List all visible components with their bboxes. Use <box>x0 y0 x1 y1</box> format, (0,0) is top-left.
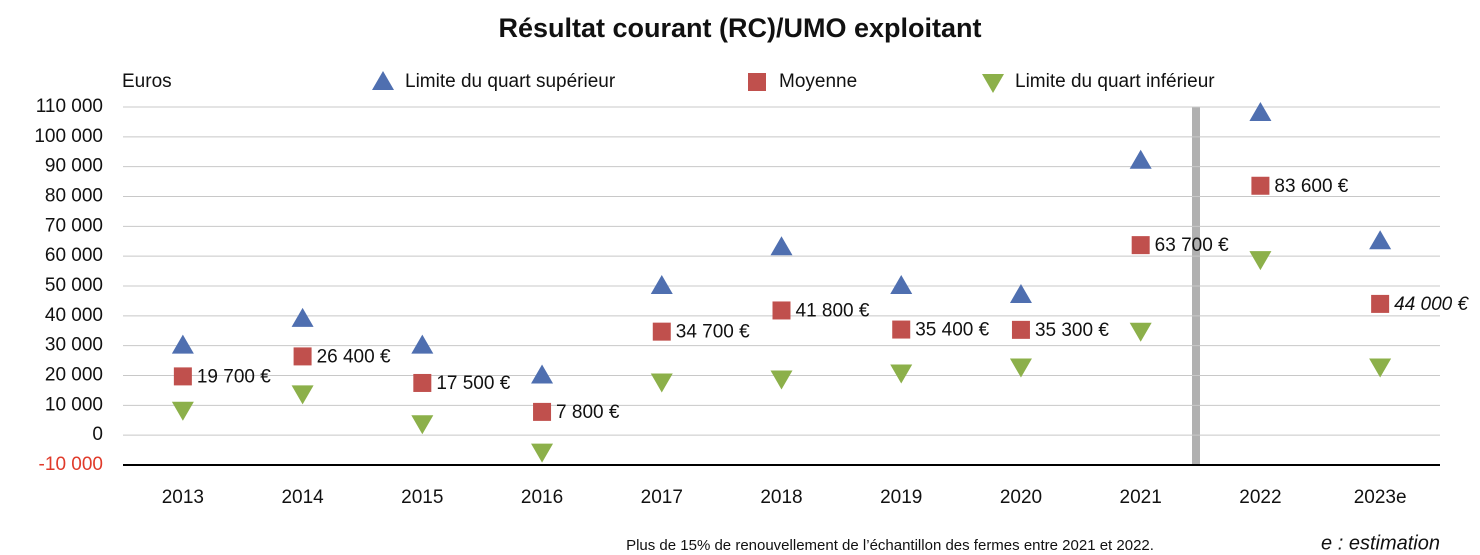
y-tick-label: 100 000 <box>34 126 103 147</box>
data-point <box>1249 251 1272 271</box>
data-point <box>1011 320 1030 339</box>
legend-marker <box>372 71 394 90</box>
data-point <box>1131 236 1150 255</box>
data-point <box>1369 230 1392 250</box>
y-tick-label: 60 000 <box>45 245 103 266</box>
x-tick-label: 2018 <box>760 487 802 508</box>
data-point <box>291 385 314 405</box>
x-tick-label: 2021 <box>1120 487 1162 508</box>
y-tick-label: 110 000 <box>36 96 103 117</box>
y-tick-label: 50 000 <box>45 275 103 296</box>
y-tick-label: 70 000 <box>45 215 103 236</box>
data-point <box>413 373 432 392</box>
x-tick-label: 2014 <box>281 487 324 508</box>
y-tick-label: 40 000 <box>45 305 103 326</box>
data-point <box>770 370 793 390</box>
y-tick-label: 0 <box>92 424 103 445</box>
data-point <box>1009 358 1032 378</box>
y-tick-label: -10 000 <box>39 454 103 475</box>
data-point <box>1371 294 1390 313</box>
data-point <box>652 322 671 341</box>
footnote: Plus de 15% de renouvellement de l’échan… <box>626 537 1154 554</box>
data-point <box>772 301 791 320</box>
legend-marker <box>748 73 766 91</box>
x-tick-label: 2015 <box>401 487 443 508</box>
data-point <box>890 364 913 384</box>
data-point <box>1369 358 1392 378</box>
chart-title: Résultat courant (RC)/UMO exploitant <box>498 13 981 43</box>
data-point <box>171 334 194 354</box>
x-tick-label: 2013 <box>162 487 204 508</box>
data-point <box>531 443 554 463</box>
data-point <box>293 347 312 366</box>
data-label: 17 500 € <box>436 373 510 394</box>
x-tick-label: 2022 <box>1239 487 1281 508</box>
data-point <box>890 275 913 294</box>
data-label: 7 800 € <box>556 402 620 423</box>
legend-label: Limite du quart inférieur <box>1015 71 1215 92</box>
data-point <box>411 334 434 354</box>
legend-label: Limite du quart supérieur <box>405 71 616 92</box>
data-point <box>1009 283 1032 303</box>
data-label: 26 400 € <box>317 346 391 367</box>
data-label: 41 800 € <box>796 300 870 321</box>
data-point <box>1249 101 1272 121</box>
annotation: e : estimation <box>1321 532 1440 554</box>
x-tick-label: 2017 <box>641 487 683 508</box>
data-point <box>1129 149 1152 169</box>
data-point <box>411 415 434 435</box>
data-label: 34 700 € <box>676 322 750 343</box>
data-point <box>1129 322 1152 342</box>
data-point <box>770 236 793 256</box>
data-label: 44 000 € <box>1394 294 1469 315</box>
data-point <box>650 275 673 294</box>
data-point <box>533 402 552 421</box>
data-label: 35 300 € <box>1035 320 1109 341</box>
data-label: 83 600 € <box>1274 176 1348 197</box>
y-axis-label: Euros <box>122 71 172 92</box>
data-point <box>173 367 192 386</box>
y-tick-label: 20 000 <box>45 365 103 386</box>
data-point <box>650 373 673 393</box>
data-point <box>171 401 194 421</box>
data-point <box>291 307 314 327</box>
y-tick-label: 30 000 <box>45 335 103 356</box>
data-label: 19 700 € <box>197 366 271 387</box>
data-point <box>892 320 911 339</box>
y-tick-label: 80 000 <box>45 186 103 207</box>
y-tick-label: 10 000 <box>45 394 103 415</box>
x-tick-label: 2020 <box>1000 487 1042 508</box>
y-tick-label: 90 000 <box>45 156 103 177</box>
data-point <box>531 364 554 384</box>
data-point <box>1251 176 1270 195</box>
x-tick-label: 2016 <box>521 487 563 508</box>
x-tick-label: 2019 <box>880 487 922 508</box>
data-label: 35 400 € <box>915 320 989 341</box>
legend-label: Moyenne <box>779 71 857 92</box>
x-tick-label: 2023e <box>1354 487 1407 508</box>
data-label: 63 700 € <box>1155 235 1229 256</box>
legend-marker <box>982 74 1004 93</box>
